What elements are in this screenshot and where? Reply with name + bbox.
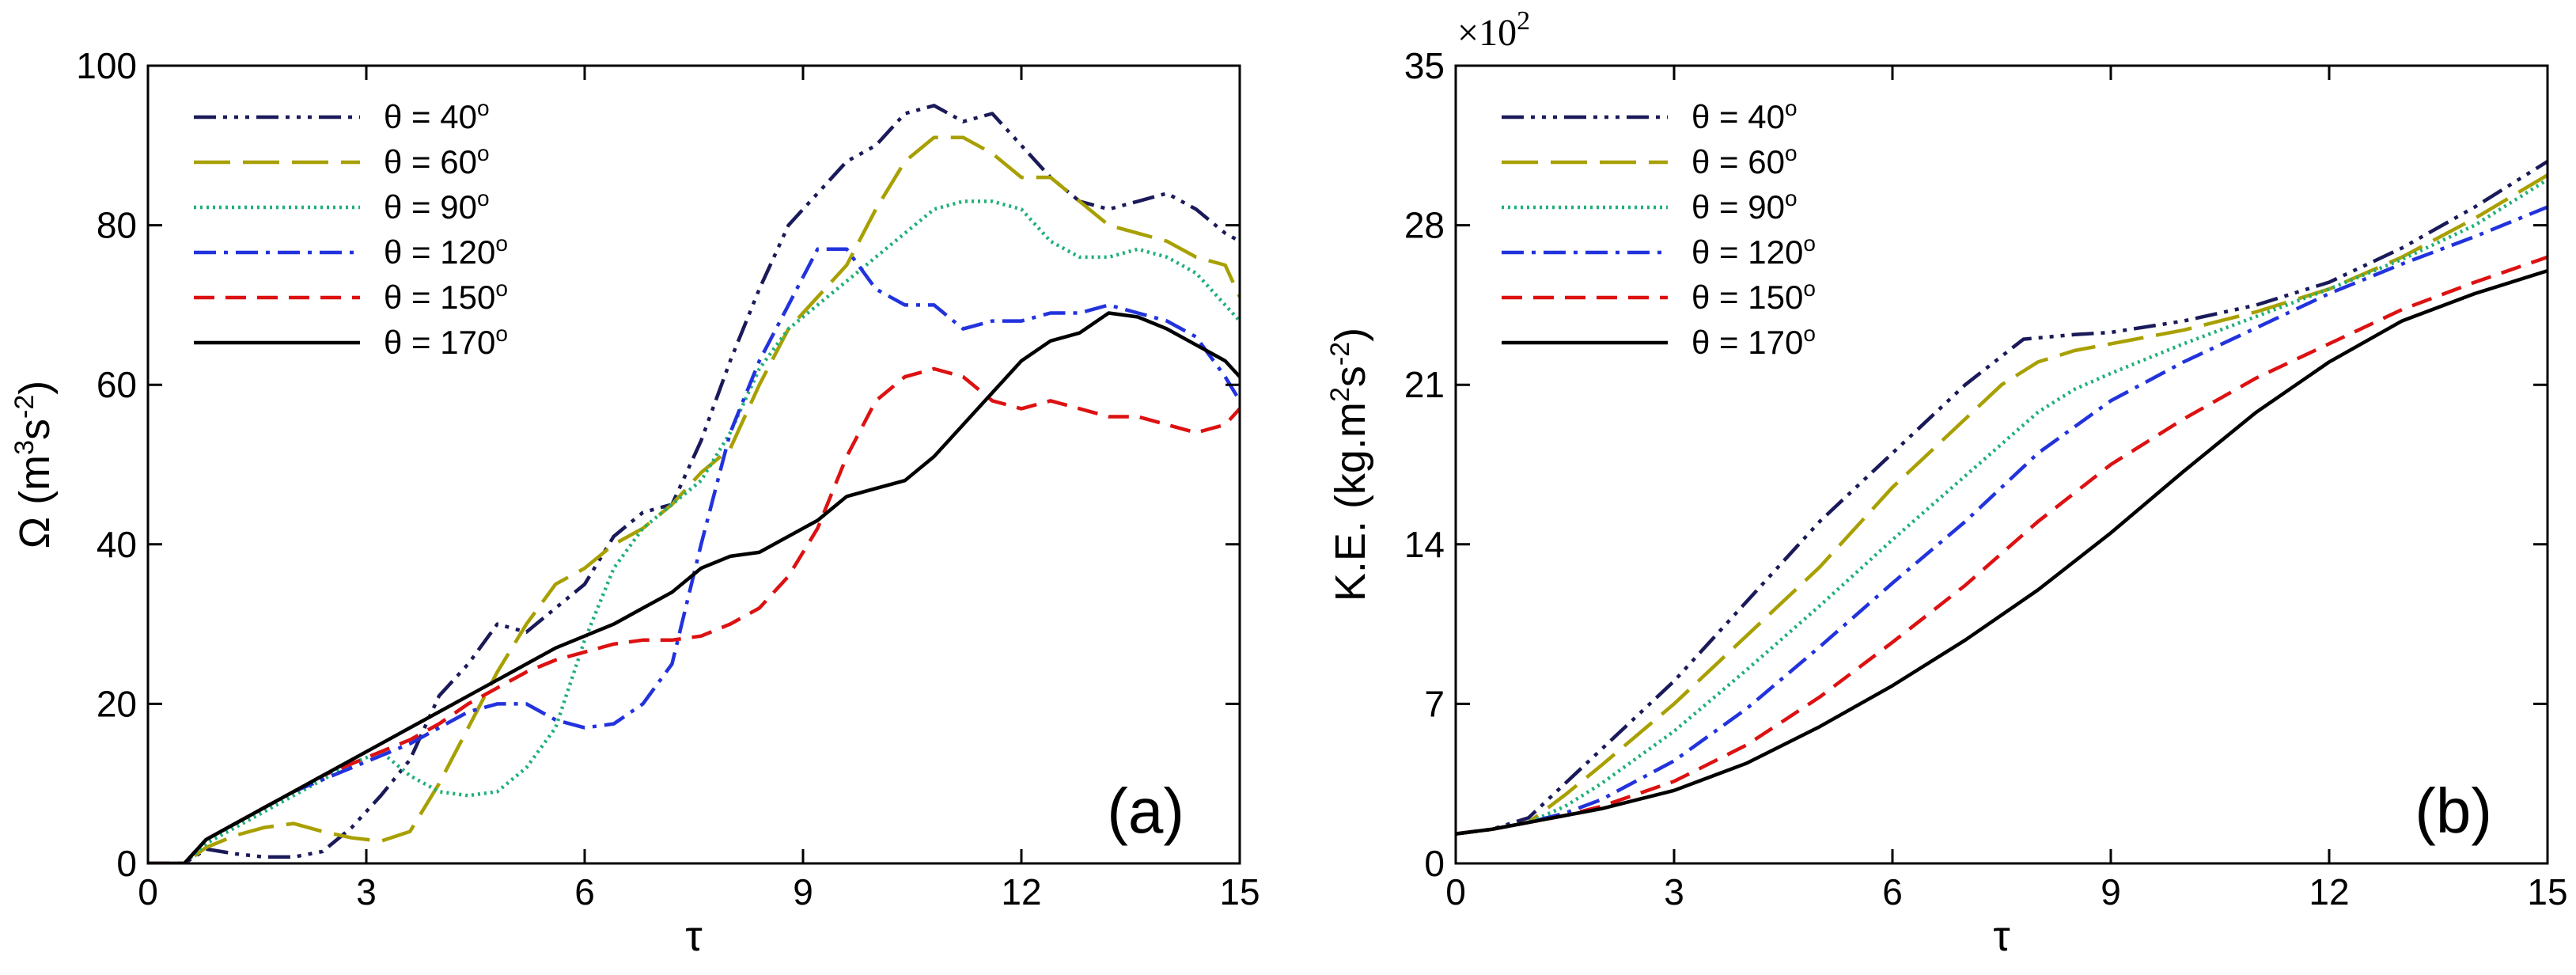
chart-b-panel-label: (b) [2415, 776, 2492, 846]
chart-a-legend-label: θ = 150o [384, 276, 508, 316]
chart-a-x-tick-label: 15 [1219, 871, 1260, 912]
chart-a-series-2-line [148, 199, 1240, 863]
chart-b-legend-label: θ = 60o [1691, 141, 1798, 180]
chart-b-legend-label: θ = 120o [1691, 231, 1816, 271]
chart-b-y-tick-label: 35 [1404, 45, 1445, 86]
chart-b-legend-label: θ = 90o [1691, 186, 1798, 226]
chart-a-x-tick-label: 12 [1001, 871, 1041, 912]
chart-b-y-tick-label: 14 [1404, 524, 1445, 565]
chart-b-x-tick-label: 3 [1664, 871, 1684, 912]
chart-a-x-tick-label: 9 [793, 871, 813, 912]
chart-a-x-tick-label: 6 [574, 871, 595, 912]
chart-b-plot-frame [1454, 64, 2549, 865]
chart-a-y-tick-label: 80 [97, 205, 137, 246]
chart-a-series-4-line [148, 366, 1240, 863]
chart-a-series-5-line [148, 311, 1240, 863]
chart-a-legend-label: θ = 60o [384, 141, 490, 180]
chart-b-legend-label: θ = 150o [1691, 276, 1816, 316]
chart-a-legend: θ = 40o θ = 60o θ = 90o θ = 120o θ = 150o θ =… [194, 96, 508, 361]
chart-a-series-3-line [148, 247, 1240, 863]
chart-b-y-axis-label: K.E. (kg.m2s-2) [1325, 328, 1374, 601]
chart-b-x-tick-label: 15 [2527, 871, 2567, 912]
chart-b-y-tick-label: 21 [1404, 364, 1445, 405]
chart-a-panel-label: (a) [1107, 776, 1184, 846]
chart-a-x-tick-label: 0 [138, 871, 158, 912]
chart-a-x-tick-label: 3 [356, 871, 377, 912]
chart-a-legend-label: θ = 170o [384, 321, 508, 361]
chart-b-x-tick-label: 9 [2101, 871, 2121, 912]
chart-b-legend-label: θ = 170o [1691, 321, 1816, 361]
chart-b-legend: θ = 40o θ = 60o θ = 90o θ = 120o θ = 150o θ =… [1502, 96, 1816, 361]
chart-b-legend-label: θ = 40o [1691, 96, 1798, 135]
chart-b-series-3-line [1456, 205, 2548, 836]
chart-b: 0 3 6 9 12 15 0 7 14 21 28 35 τ K.E. (kg.m2s-2) ×102 (b… [1325, 6, 2568, 960]
chart-b-series-0-line [1456, 160, 2548, 836]
chart-a-y-tick-label: 100 [76, 45, 137, 86]
chart-b-x-axis-label: τ [1993, 912, 2010, 960]
chart-a-series-0-line [148, 104, 1240, 863]
chart-a-y-axis-label: Ω (m3s-2) [9, 381, 59, 548]
chart-b-x-tick-label: 6 [1882, 871, 1903, 912]
chart-a-y-tick-label: 40 [97, 524, 137, 565]
chart-b-series-5-line [1456, 269, 2548, 836]
chart-b-x-tick-label: 12 [2309, 871, 2349, 912]
chart-b-y-tick-label: 7 [1424, 683, 1445, 724]
chart-a-y-tick-label: 0 [116, 843, 137, 884]
chart-a-plot-frame [146, 64, 1241, 865]
chart-b-y-tick-label: 0 [1424, 843, 1445, 884]
chart-a-series-1-line [148, 135, 1240, 863]
chart-b-scale-factor: ×102 [1457, 6, 1530, 54]
chart-b-series-2-line [1456, 178, 2548, 836]
chart-a-legend-label: θ = 90o [384, 186, 490, 226]
chart-b-series-1-line [1456, 173, 2548, 836]
chart-b-x-tick-label: 0 [1445, 871, 1466, 912]
chart-a-y-tick-label: 60 [97, 364, 137, 405]
chart-b-y-tick-label: 28 [1404, 205, 1445, 246]
chart-a-legend-label: θ = 120o [384, 231, 508, 271]
chart-a-y-tick-label: 20 [97, 683, 137, 724]
chart-a: 0 3 6 9 12 15 0 20 40 60 80 100 τ Ω (m3s-2) (a) θ = 40o… [9, 45, 1260, 960]
chart-a-x-axis-label: τ [685, 912, 702, 960]
chart-a-legend-label: θ = 40o [384, 96, 490, 135]
